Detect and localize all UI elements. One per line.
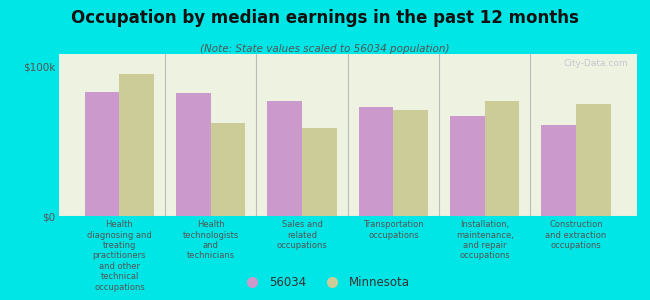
Bar xyxy=(359,106,393,216)
Text: Occupation by median earnings in the past 12 months: Occupation by median earnings in the pas… xyxy=(71,9,579,27)
Bar xyxy=(267,100,302,216)
Bar xyxy=(541,124,576,216)
Bar xyxy=(120,74,154,216)
Bar xyxy=(302,128,337,216)
Bar xyxy=(576,103,611,216)
Bar xyxy=(211,123,246,216)
Text: City-Data.com: City-Data.com xyxy=(564,59,629,68)
Bar xyxy=(393,110,428,216)
Bar xyxy=(176,93,211,216)
Text: (Note: State values scaled to 56034 population): (Note: State values scaled to 56034 popu… xyxy=(200,44,450,53)
Bar xyxy=(450,116,485,216)
Bar xyxy=(84,92,120,216)
Bar xyxy=(485,100,519,216)
Legend: 56034, Minnesota: 56034, Minnesota xyxy=(236,272,414,294)
